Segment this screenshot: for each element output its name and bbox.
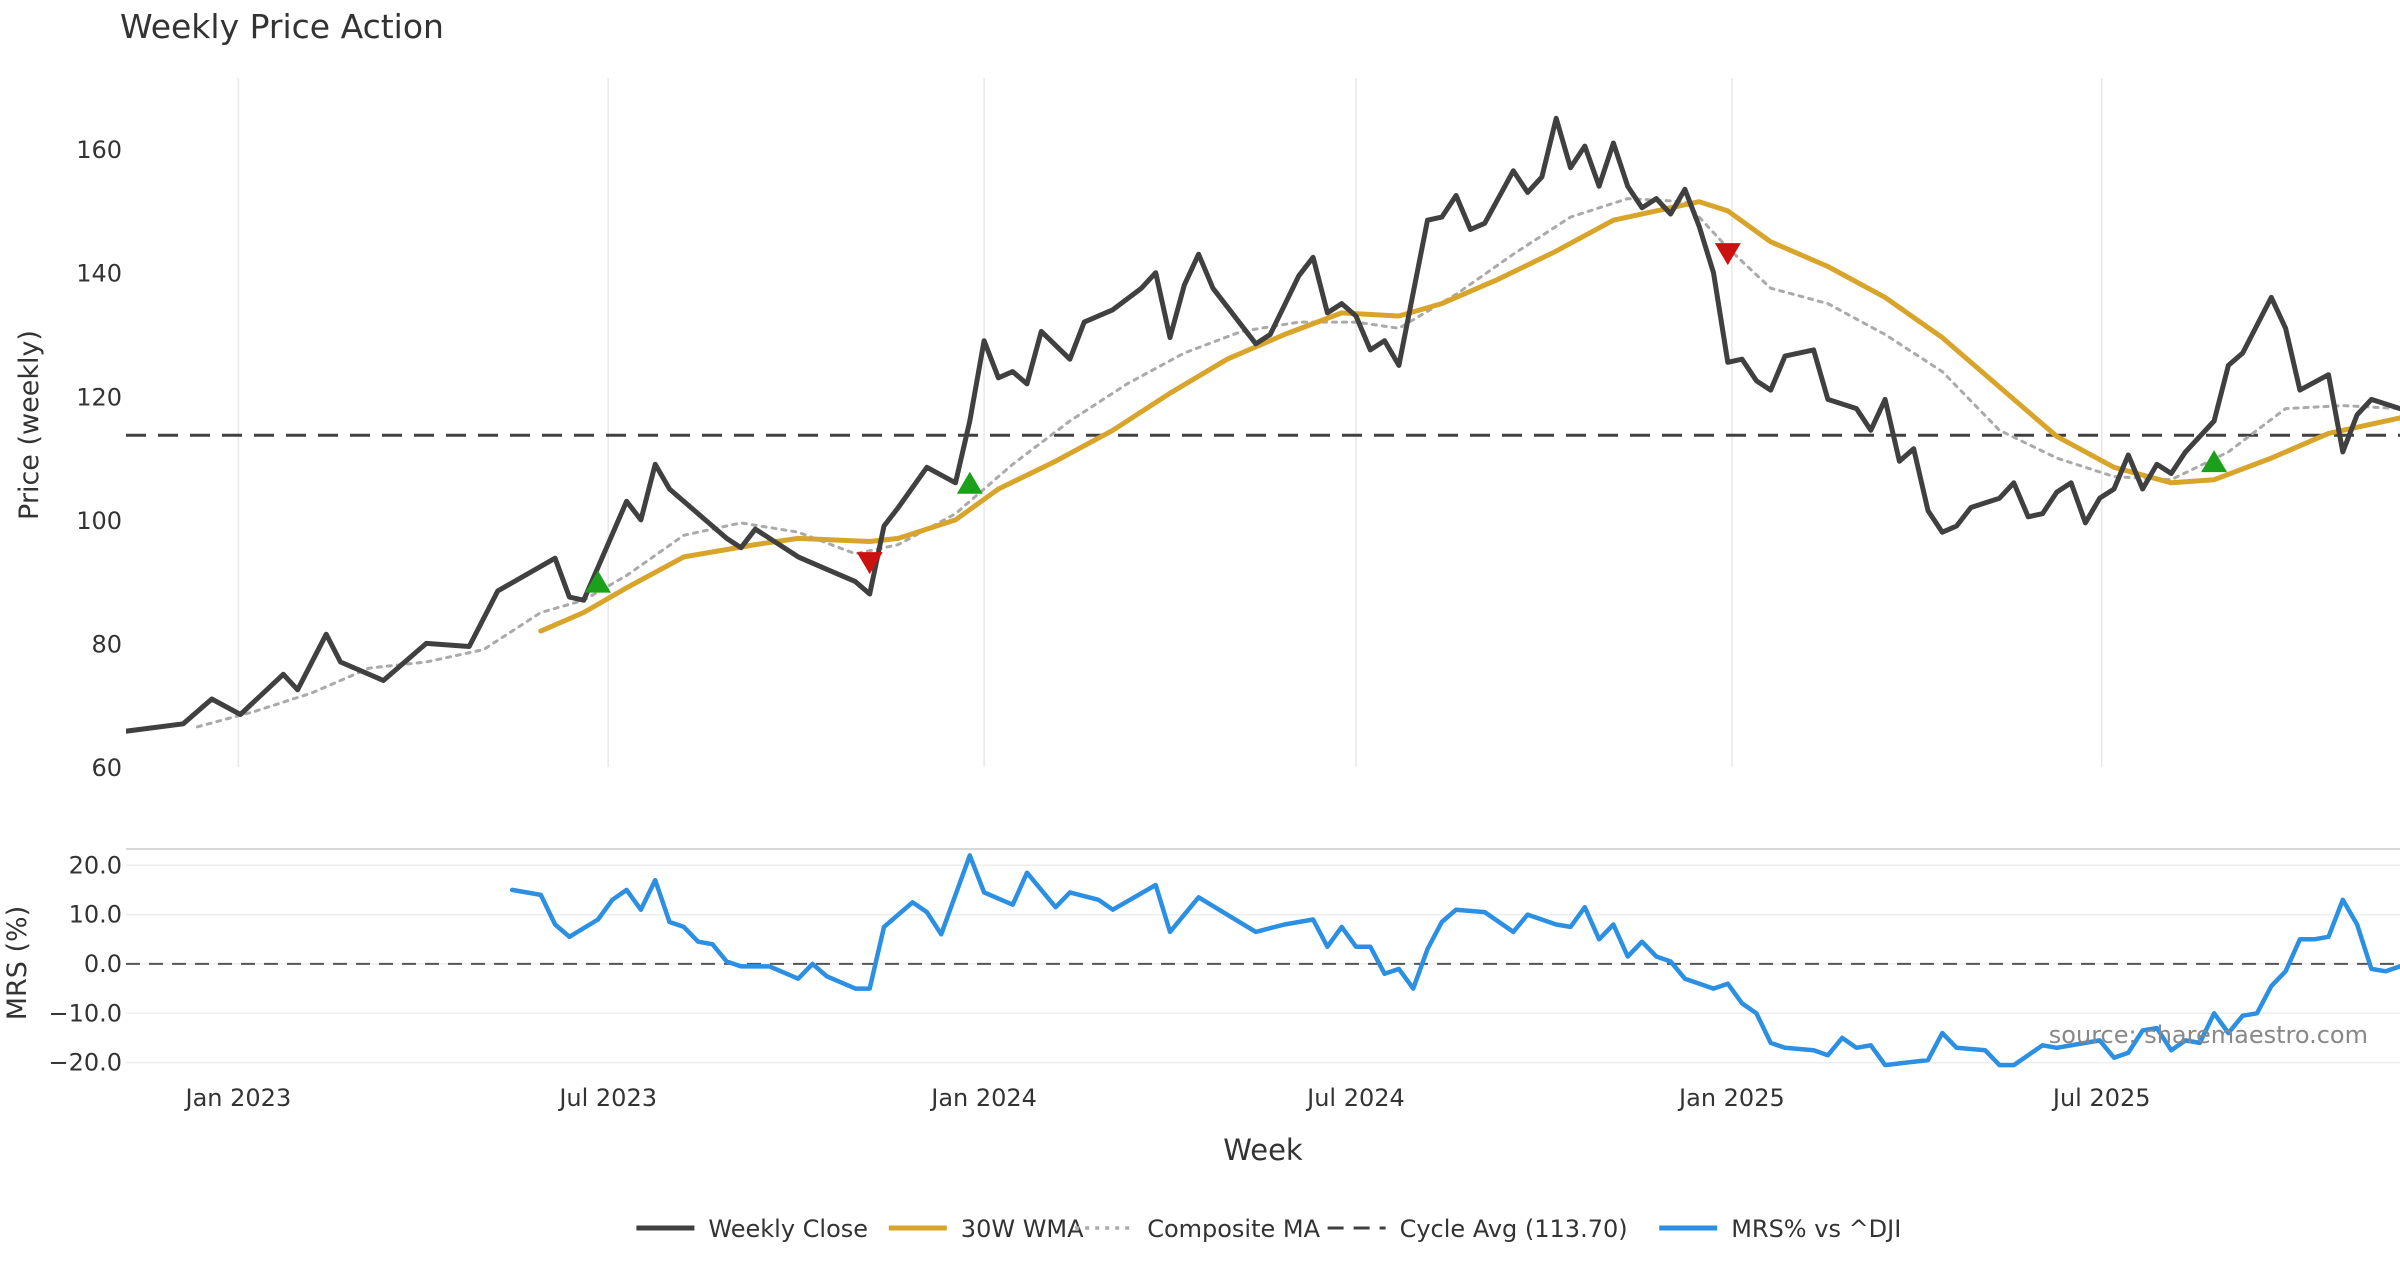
sell-signal-marker [1715,243,1741,265]
x-tick-labels: Jan 2023 Jul 2023 Jan 2024 Jul 2024 Jan 2025… [184,1084,2151,1112]
legend-item-composite-ma: Composite MA [1075,1215,1320,1243]
legend-label: Composite MA [1147,1215,1320,1243]
mrs-y-tick-label: −20.0 [48,1049,122,1077]
price-gridlines [238,78,2101,767]
price-series-layer [126,118,2400,731]
legend-item-mrs-vs-dji: MRS% vs ^DJI [1659,1215,1901,1243]
x-tick-label: Jan 2025 [1677,1084,1785,1112]
x-tick-label: Jul 2025 [2051,1084,2151,1112]
price-y-tick-labels: 60 80 100 120 140 160 [76,136,122,782]
legend-item-30w-wma: 30W WMA [889,1215,1084,1243]
buy-signal-marker [957,472,983,494]
weekly-close-line [126,118,2400,731]
mrs-y-tick-labels: 20.0 10.0 0.0 −10.0 −20.0 [48,851,122,1076]
legend-item-cycle-avg-113-70: Cycle Avg (113.70) [1328,1215,1628,1243]
legend-label: Weekly Close [708,1215,868,1243]
mrs-y-axis-label: MRS (%) [2,906,33,1021]
price-y-tick-label: 140 [76,260,122,288]
source-annotation: source: sharemaestro.com [2049,1021,2368,1049]
buy-signal-marker [585,571,611,593]
x-axis-label: Week [1223,1133,1303,1167]
legend-item-weekly-close: Weekly Close [636,1215,868,1243]
price-y-tick-label: 160 [76,136,122,164]
legend-label: MRS% vs ^DJI [1731,1215,1901,1243]
legend-label: Cycle Avg (113.70) [1400,1215,1628,1243]
mrs-y-tick-label: −10.0 [48,999,122,1027]
price-y-axis-label: Price (weekly) [14,330,45,520]
price-y-tick-label: 120 [76,383,122,411]
mrs-y-tick-label: 10.0 [69,901,122,929]
price-y-tick-label: 80 [91,630,122,658]
x-tick-label: Jan 2024 [929,1084,1037,1112]
x-tick-label: Jan 2023 [184,1084,292,1112]
sell-signal-marker [857,552,883,574]
legend-label: 30W WMA [961,1215,1084,1243]
price-y-tick-label: 60 [91,754,122,782]
chart-legend: Weekly Close 30W WMA Composite MA Cycle Avg… [636,1215,1901,1243]
x-tick-label: Jul 2024 [1305,1084,1405,1112]
mrs-y-tick-label: 20.0 [69,851,122,879]
chart-title: Weekly Price Action [120,7,444,46]
price-y-tick-label: 100 [76,507,122,535]
x-tick-label: Jul 2023 [557,1084,657,1112]
mrs-y-tick-label: 0.0 [84,950,122,978]
